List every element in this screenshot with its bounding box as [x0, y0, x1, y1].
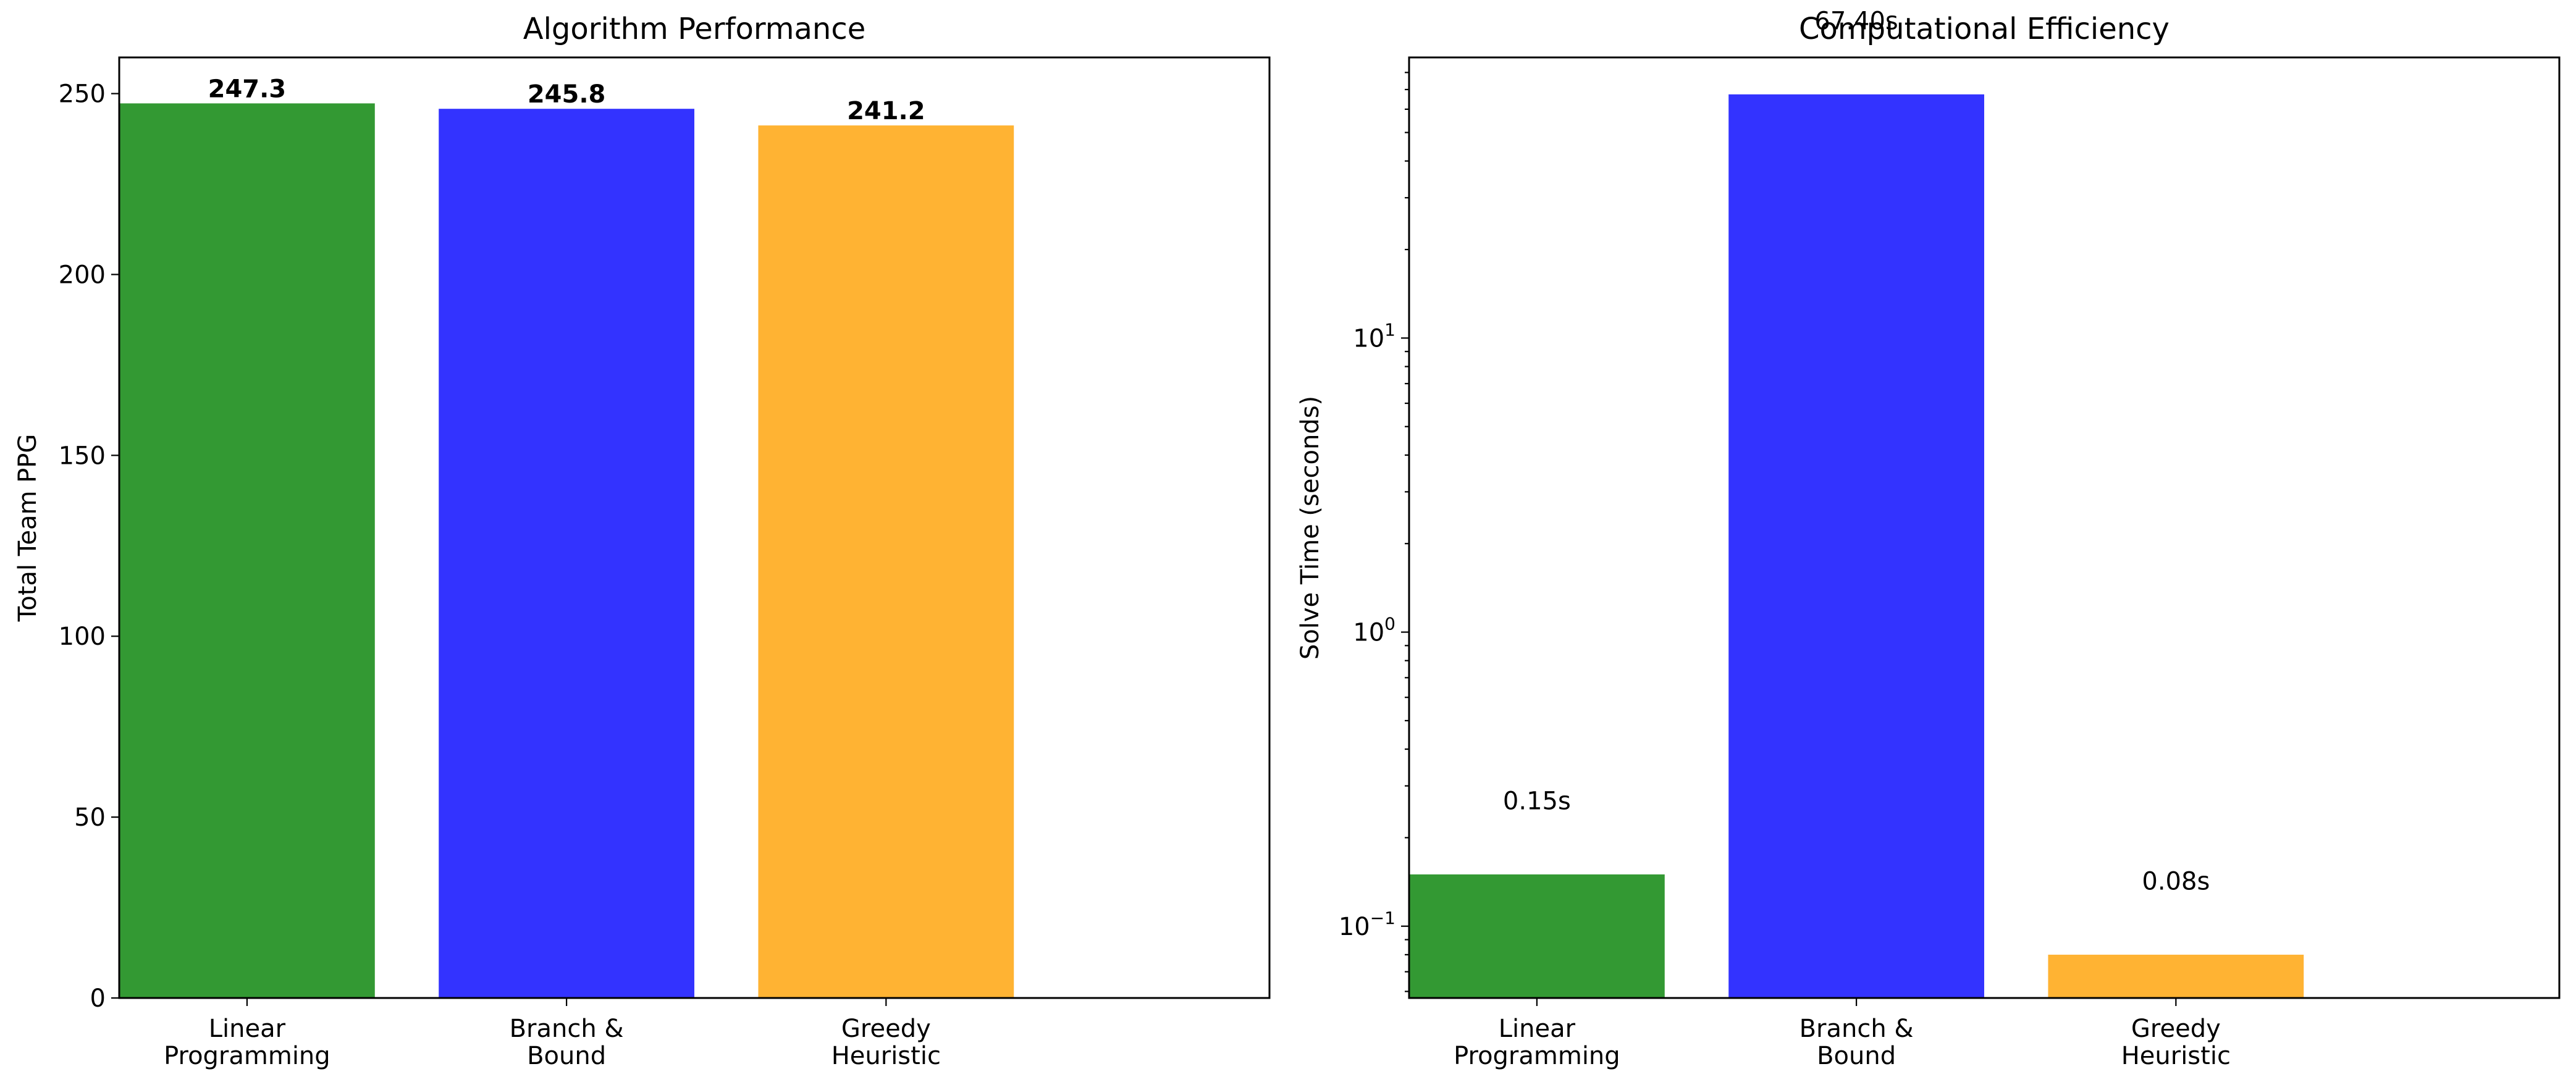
data-label-2: 241.2 — [847, 97, 925, 125]
x-tick-label-0-line-0: Linear — [209, 1015, 286, 1043]
bar-1 — [1728, 94, 1984, 999]
x-tick-label-1-line-1: Bound — [527, 1042, 606, 1070]
y-tick-label-1: 50 — [74, 803, 106, 832]
x-tick-label-0-line-1: Programming — [164, 1042, 330, 1070]
y-tick-label-2: 101 — [1353, 319, 1395, 353]
y-tick-exponent: −1 — [1370, 908, 1395, 928]
bar-2 — [758, 125, 1014, 998]
y-tick-base: 10 — [1339, 913, 1370, 941]
data-label-1: 245.8 — [528, 80, 606, 109]
y-tick-label-0: 10−1 — [1339, 908, 1395, 941]
y-tick-exponent: 0 — [1384, 614, 1395, 634]
y-tick-label-3: 150 — [59, 442, 106, 470]
efficiency-chart: 0.15s67.40s0.08s10−1100101LinearProgramm… — [1296, 7, 2561, 1070]
x-tick-label-2-line-0: Greedy — [2131, 1015, 2221, 1043]
data-label-2: 0.08s — [2142, 868, 2210, 896]
y-tick-base: 10 — [1353, 324, 1384, 353]
x-tick-label-2-line-0: Greedy — [841, 1015, 931, 1043]
y-axis-label: Total Team PPG — [14, 434, 42, 623]
chart-title: Computational Efficiency — [1799, 12, 2170, 46]
y-tick-label-5: 250 — [59, 80, 106, 109]
y-tick-base: 10 — [1353, 619, 1384, 647]
performance-chart: 247.3 245.8 241.2 0 50 100 150 200 250 LinearProg… — [14, 12, 1271, 1070]
x-tick-label-2-line-1: Heuristic — [2121, 1042, 2231, 1070]
chart-title: Algorithm Performance — [523, 12, 866, 46]
x-tick-label-2-line-1: Heuristic — [831, 1042, 941, 1070]
x-tick-label-1-line-1: Bound — [1817, 1042, 1896, 1070]
x-tick-label-0-line-0: Linear — [1499, 1015, 1576, 1043]
data-label-1: 67.40s — [1814, 7, 1898, 36]
y-tick-label-0: 0 — [90, 984, 106, 1013]
data-label-0: 0.15s — [1503, 787, 1571, 816]
data-label-0: 247.3 — [208, 75, 287, 103]
y-axis-label: Solve Time (seconds) — [1296, 396, 1324, 660]
bar-2 — [2048, 954, 2304, 998]
bar-0 — [119, 103, 375, 998]
x-tick-label-0-line-1: Programming — [1454, 1042, 1620, 1070]
y-tick-label-2: 100 — [59, 623, 106, 651]
y-tick-label-1: 100 — [1353, 614, 1395, 647]
bar-0 — [1409, 874, 1665, 998]
y-tick-exponent: 1 — [1384, 319, 1395, 340]
axes-frame — [118, 56, 1271, 999]
bar-1 — [439, 109, 694, 999]
axes-frame — [1408, 56, 2561, 999]
x-tick-label-1-line-0: Branch & — [1799, 1015, 1914, 1043]
y-tick-label-4: 200 — [59, 261, 106, 289]
x-tick-label-1-line-0: Branch & — [510, 1015, 624, 1043]
